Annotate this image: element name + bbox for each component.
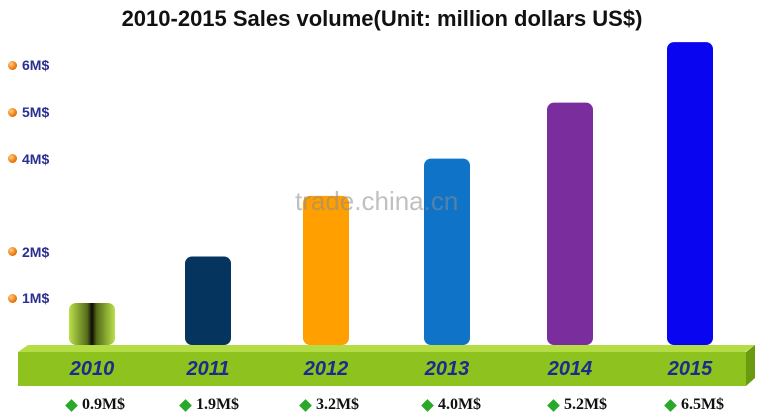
value-label-text: 5.2M$ [563,396,608,413]
base-platform-side [746,345,755,386]
y-tick-label: 4M$ [22,150,50,167]
diamond-icon [299,398,312,412]
value-label: 4.0M$ [397,396,507,414]
value-label-text: 6.5M$ [680,396,725,413]
value-label: 5.2M$ [523,396,633,414]
diamond-icon [664,398,677,412]
value-label-text: 1.9M$ [195,396,240,413]
value-label-text: 0.9M$ [81,396,126,413]
bar-2013 [424,158,470,345]
y-tick-label: 2M$ [22,243,50,260]
value-label: 0.9M$ [41,396,151,414]
diamond-icon [547,398,560,412]
x-tick-label: 2013 [424,358,470,380]
value-label: 6.5M$ [640,396,750,414]
bar-2014 [547,102,593,346]
x-tick-label: 2014 [547,358,593,380]
y-tick: 4M$ [8,151,49,167]
value-label-text: 3.2M$ [315,396,360,413]
x-tick-label: 2010 [69,358,115,380]
diamond-icon [179,398,192,412]
base-platform-top [18,345,755,352]
bar-2015 [667,42,713,345]
bar-2010 [69,303,115,345]
x-tick-label: 2011 [186,358,230,380]
bullet-icon [8,60,17,70]
bullet-icon [8,293,17,303]
y-tick-label: 5M$ [22,104,50,120]
y-tick: 1M$ [8,290,49,306]
value-label: 1.9M$ [155,396,265,414]
base-platform-front [18,352,746,386]
y-tick: 6M$ [8,57,49,73]
value-label-text: 4.0M$ [437,396,482,413]
watermark: trade.china.cn [295,186,459,216]
bar-2012 [303,195,349,345]
value-label: 3.2M$ [275,396,385,414]
y-tick: 2M$ [8,244,49,260]
bar-2011 [185,256,231,345]
y-tick-label: 1M$ [22,290,50,307]
diamond-icon [421,398,434,412]
y-tick: 5M$ [8,104,49,120]
bullet-icon [8,107,17,117]
bullet-icon [8,154,17,164]
y-tick-label: 6M$ [22,57,50,74]
diamond-icon [65,398,78,412]
x-tick-label: 2015 [667,358,713,380]
chart-title: 2010-2015 Sales volume(Unit: million dol… [121,6,643,31]
bullet-icon [8,247,17,257]
x-tick-label: 2012 [303,358,349,380]
